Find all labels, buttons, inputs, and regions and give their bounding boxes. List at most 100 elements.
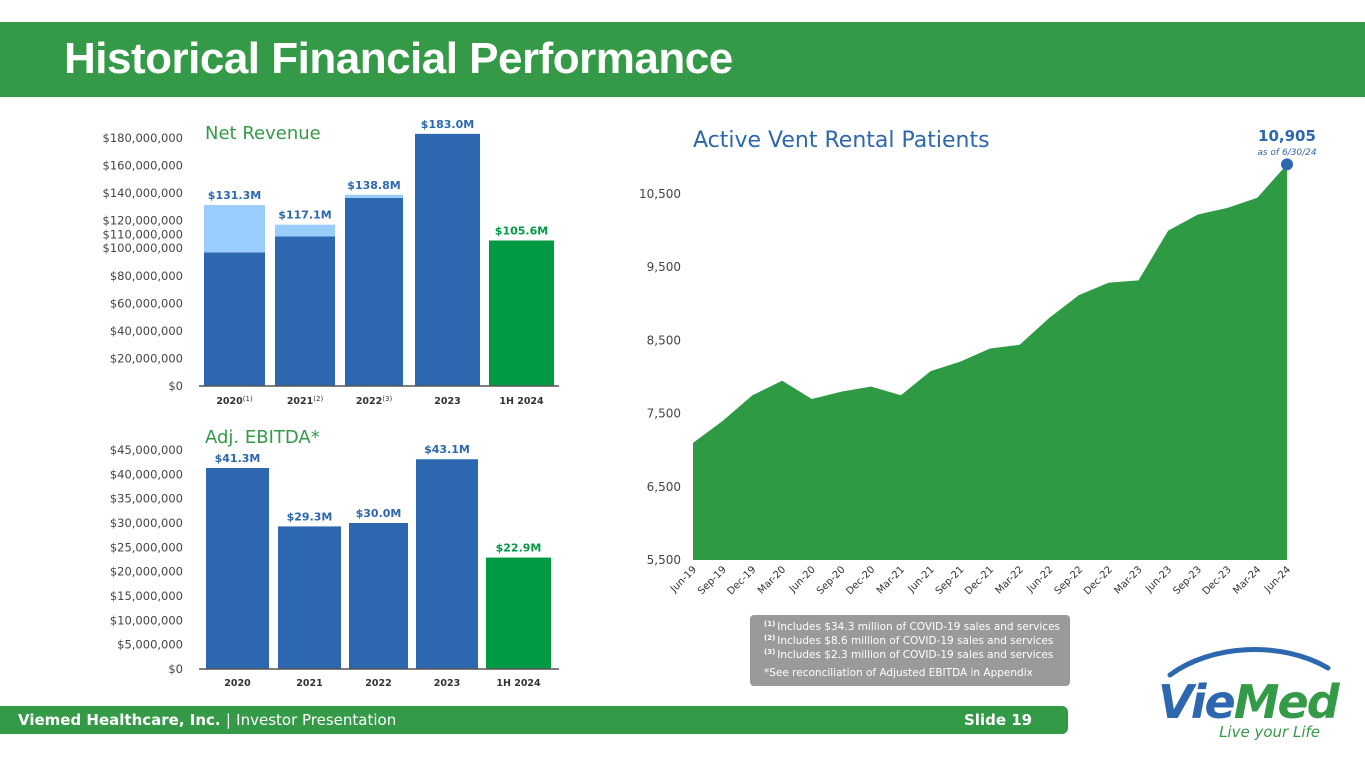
active-vent-xlabel: Mar-21 (875, 564, 907, 596)
footnotes-box: (1) Includes $34.3 million of COVID-19 sa… (750, 615, 1070, 686)
adj-ebitda-data-label: $22.9M (496, 542, 542, 555)
active-vent-xlabel: Sep-19 (696, 564, 729, 597)
net-revenue-data-label: $138.8M (347, 179, 400, 192)
net-revenue-ytick: $80,000,000 (110, 269, 183, 283)
adj-ebitda-ytick: $40,000,000 (110, 467, 183, 481)
net-revenue-bar (489, 240, 554, 386)
net-revenue-ytick: $120,000,000 (103, 214, 183, 228)
net-revenue-data-label: $105.6M (495, 225, 548, 238)
net-revenue-ytick: $180,000,000 (103, 131, 183, 145)
net-revenue-ytick: $100,000,000 (103, 241, 183, 255)
active-vent-xlabel: Dec-23 (1201, 564, 1234, 597)
net-revenue-bar (204, 252, 265, 386)
active-vent-xlabel: Dec-22 (1082, 564, 1115, 597)
callout-value: 10,905 (1258, 127, 1316, 145)
net-revenue-data-label: $117.1M (278, 209, 331, 222)
adj-ebitda-ytick: $20,000,000 (110, 565, 183, 579)
adj-ebitda-ytick: $45,000,000 (110, 443, 183, 457)
adj-ebitda-xlabel: 2021 (296, 678, 322, 689)
logo-tagline: Live your Life (1219, 723, 1320, 741)
net-revenue-ytick: $60,000,000 (110, 296, 183, 310)
active-vent-xlabel: Jun-19 (668, 564, 699, 595)
adj-ebitda-bar (486, 557, 551, 669)
adj-ebitda-ytick: $5,000,000 (117, 638, 183, 652)
net-revenue-xlabel: 2023 (434, 396, 460, 407)
footnote-2: (2) Includes $8.6 million of COVID-19 sal… (764, 634, 1054, 647)
net-revenue-bar (275, 236, 335, 386)
logo-swoosh (1167, 647, 1331, 678)
viemed-logo: VieMed Live your Life (1158, 647, 1343, 741)
active-vent-xlabel: Mar-23 (1112, 564, 1144, 596)
logo-wordmark: VieMed (1158, 675, 1341, 729)
net-revenue-ytick: $110,000,000 (103, 227, 183, 241)
net-revenue-covid-bar (345, 194, 403, 198)
net-revenue-ytick: $20,000,000 (110, 351, 183, 365)
net-revenue-chart: Net Revenue $0 $20,000,000 $40,000,000 $60,… (103, 118, 559, 407)
callout-note: as of 6/30/24 (1257, 148, 1317, 158)
active-vent-ytick: 7,500 (647, 407, 681, 421)
active-vent-xlabel: Sep-23 (1171, 564, 1204, 597)
net-revenue-xlabel: 2020(1) (216, 395, 253, 407)
adj-ebitda-xlabel: 2022 (365, 678, 391, 689)
active-vent-xlabel: Jun-24 (1262, 564, 1293, 595)
adj-ebitda-xlabel: 2020 (224, 678, 251, 689)
net-revenue-covid-bar (275, 224, 335, 237)
footer-company: Viemed Healthcare, Inc. | Investor Prese… (18, 711, 397, 729)
footnote-1: (1) Includes $34.3 million of COVID-19 sa… (764, 620, 1061, 633)
active-vent-xlabel: Jun-23 (1143, 564, 1174, 595)
adj-ebitda-bar (278, 526, 341, 669)
net-revenue-xlabel: 1H 2024 (499, 396, 544, 407)
adj-ebitda-ytick: $10,000,000 (110, 613, 183, 627)
adj-ebitda-data-label: $41.3M (215, 452, 261, 465)
active-vent-title: Active Vent Rental Patients (693, 128, 990, 153)
net-revenue-ytick: $160,000,000 (103, 159, 183, 173)
logo-vie: Vie (1158, 675, 1235, 729)
adj-ebitda-ytick: $35,000,000 (110, 492, 183, 506)
page-title: Historical Financial Performance (64, 34, 733, 83)
slide-number: Slide 19 (964, 711, 1033, 729)
latest-value-marker (1281, 158, 1293, 171)
net-revenue-covid-bar (204, 205, 265, 253)
net-revenue-ytick: $140,000,000 (103, 186, 183, 200)
active-vent-xlabel: Dec-20 (844, 564, 877, 597)
adj-ebitda-data-label: $30.0M (356, 507, 402, 520)
logo-med: Med (1234, 675, 1341, 729)
net-revenue-data-label: $183.0M (421, 118, 474, 131)
net-revenue-xlabel: 2021(2) (287, 395, 324, 407)
net-revenue-bar (415, 133, 480, 386)
active-vent-ytick: 10,500 (639, 187, 681, 201)
adj-ebitda-bar (416, 459, 478, 669)
active-vent-xlabel: Sep-22 (1053, 564, 1086, 597)
adj-ebitda-chart: Adj. EBITDA* $0 $5,000,000 $10,000,000 $15,… (110, 427, 559, 689)
title-banner (0, 22, 1365, 97)
adj-ebitda-data-label: $43.1M (424, 443, 470, 456)
active-vent-xlabel: Dec-21 (963, 564, 996, 597)
active-vent-xlabel: Mar-22 (994, 564, 1026, 596)
net-revenue-title: Net Revenue (205, 123, 321, 144)
net-revenue-ytick: $0 (168, 379, 183, 393)
net-revenue-xlabel: 2022(3) (356, 395, 393, 407)
active-vent-chart: Active Vent Rental Patients 5,500 6,500 7,… (639, 127, 1317, 597)
adj-ebitda-bar (206, 468, 269, 669)
adj-ebitda-xlabel: 2023 (434, 678, 460, 689)
footer-bar (0, 706, 1068, 734)
active-vent-ytick: 6,500 (647, 480, 681, 494)
adj-ebitda-ytick: $15,000,000 (110, 589, 183, 603)
adj-ebitda-ytick: $0 (168, 662, 183, 676)
adj-ebitda-ytick: $30,000,000 (110, 516, 183, 530)
active-vent-xlabel: Jun-22 (1024, 564, 1055, 595)
active-vent-xlabel: Mar-20 (756, 564, 788, 596)
footnote-3: (3) Includes $2.3 million of COVID-19 sal… (764, 648, 1054, 661)
adj-ebitda-data-label: $29.3M (287, 510, 333, 523)
active-vent-xlabel: Sep-20 (815, 564, 848, 597)
active-vent-ytick: 9,500 (647, 260, 681, 274)
active-vent-ytick: 5,500 (647, 553, 681, 567)
active-vent-ytick: 8,500 (647, 333, 681, 347)
active-vent-xlabel: Dec-19 (726, 564, 759, 597)
active-vent-xlabel: Jun-21 (906, 564, 937, 595)
active-vent-xlabel: Mar-24 (1231, 564, 1263, 596)
adj-ebitda-bar (349, 523, 408, 669)
footnote-ebitda: *See reconciliation of Adjusted EBITDA i… (764, 667, 1033, 679)
adj-ebitda-ytick: $25,000,000 (110, 540, 183, 554)
